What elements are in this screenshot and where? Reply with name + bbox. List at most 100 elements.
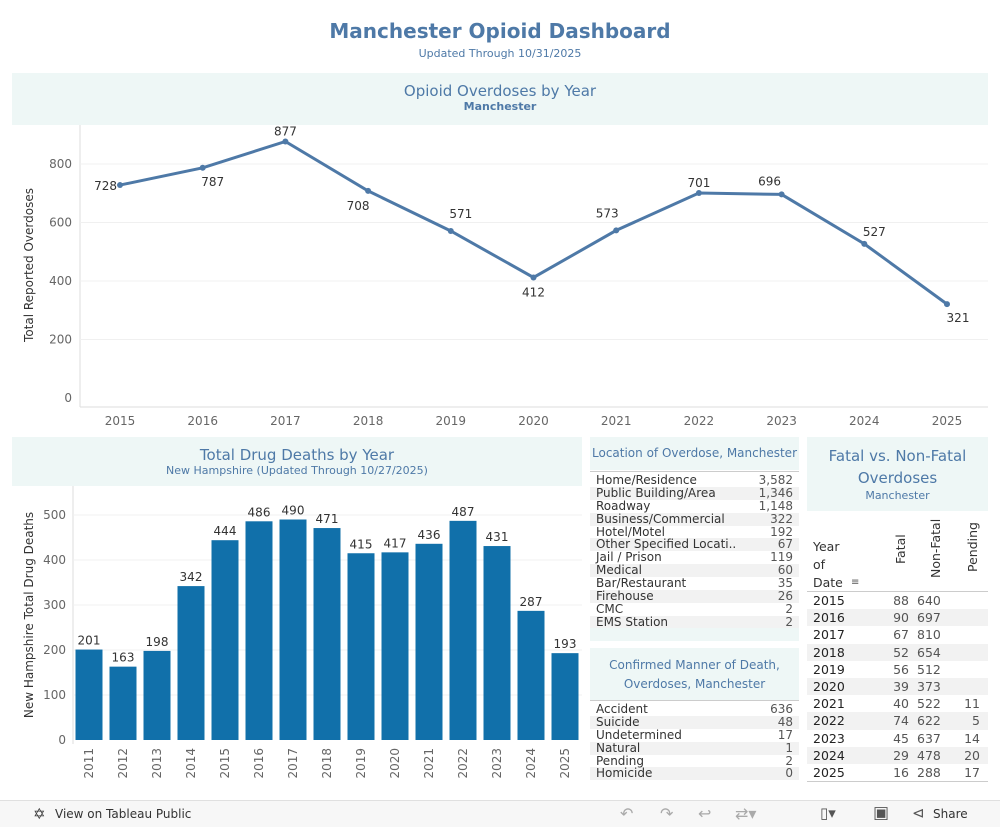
data-label: 877 bbox=[274, 125, 297, 138]
nonfatal-column-header: Non-Fatal bbox=[928, 518, 943, 578]
pending-cell: 5 bbox=[972, 713, 980, 729]
x-tick-label: 2023 bbox=[766, 414, 797, 428]
bar bbox=[347, 553, 375, 740]
bar-label: 342 bbox=[180, 570, 203, 584]
table-row: 2020 39 373 bbox=[807, 677, 988, 696]
x-tick-label: 2018 bbox=[353, 414, 384, 428]
x-tick-label: 2015 bbox=[218, 748, 232, 779]
bar bbox=[211, 540, 239, 740]
x-tick-label: 2024 bbox=[524, 748, 538, 779]
table-row: Hotel/Motel 192 bbox=[590, 524, 799, 539]
x-tick-label: 2019 bbox=[354, 748, 368, 779]
bar bbox=[381, 552, 409, 740]
row-label: Accident bbox=[596, 702, 648, 716]
fullscreen-icon[interactable]: ▣ bbox=[873, 803, 890, 823]
pending-cell bbox=[947, 626, 980, 643]
manner-header: Confirmed Manner of Death, Overdoses, Ma… bbox=[590, 648, 799, 700]
x-tick-label: 2016 bbox=[252, 748, 266, 779]
y-tick-label: 100 bbox=[43, 688, 66, 702]
data-point bbox=[613, 227, 620, 234]
x-tick-label: 2019 bbox=[436, 414, 467, 428]
y-tick-label: 0 bbox=[64, 391, 72, 405]
table-row: 2024 29 478 20 bbox=[807, 746, 988, 764]
row-label: Undetermined bbox=[596, 727, 682, 742]
x-tick-label: 2011 bbox=[82, 748, 96, 779]
data-label: 527 bbox=[863, 225, 886, 239]
manner-title: Confirmed Manner of Death, Overdoses, Ma… bbox=[609, 658, 780, 691]
x-tick-label: 2025 bbox=[558, 748, 572, 779]
table-row: 2019 56 512 bbox=[807, 661, 988, 678]
year-cell: 2018 bbox=[813, 644, 845, 660]
row-value: 0 bbox=[785, 766, 793, 781]
x-tick-label: 2015 bbox=[105, 414, 136, 428]
year-cell: 2025 bbox=[813, 764, 845, 780]
table-row: Suicide 48 bbox=[590, 715, 799, 729]
x-tick-label: 2013 bbox=[150, 748, 164, 779]
x-tick-label: 2022 bbox=[684, 414, 715, 428]
x-tick-label: 2014 bbox=[184, 748, 198, 779]
redo-icon[interactable]: ↷ bbox=[660, 804, 674, 823]
row-label: Roadway bbox=[596, 498, 651, 513]
comment-icon[interactable]: ▯▾ bbox=[820, 804, 836, 822]
nonfatal-cell: 810 bbox=[917, 627, 941, 643]
data-label: 728 bbox=[94, 179, 117, 193]
table-row: 2023 45 637 14 bbox=[807, 730, 988, 747]
row-label: Pending bbox=[596, 753, 644, 768]
bar-label: 415 bbox=[350, 537, 373, 551]
bar bbox=[75, 649, 103, 740]
table-row: EMS Station 2 bbox=[590, 615, 799, 629]
nonfatal-cell: 697 bbox=[917, 610, 941, 626]
pending-cell: 14 bbox=[964, 730, 980, 746]
bar bbox=[483, 546, 511, 740]
tableau-toolbar: ✡ View on Tableau Public ↶ ↷ ↩ ⇄▾ ▯▾ ▣ ⊲… bbox=[0, 800, 1000, 827]
dashboard-subtitle: Updated Through 10/31/2025 bbox=[418, 47, 582, 60]
bar bbox=[551, 653, 579, 740]
data-point bbox=[282, 138, 289, 145]
table-row: Jail / Prison 119 bbox=[590, 551, 799, 564]
refresh-icon[interactable]: ⇄▾ bbox=[735, 804, 757, 823]
fatal-cell: 67 bbox=[893, 627, 909, 643]
pending-cell bbox=[947, 678, 980, 695]
table-row: Other Specified Locati.. 67 bbox=[590, 538, 799, 552]
data-point bbox=[695, 189, 702, 196]
pending-cell: 20 bbox=[964, 747, 980, 763]
revert-icon[interactable]: ↩ bbox=[698, 804, 712, 823]
deaths-header: Total Drug Deaths by Year New Hampshire … bbox=[12, 437, 582, 486]
deaths-bar-chart: 0 100 200 300 400 500 New Hampshire Total Drug… bbox=[22, 486, 582, 779]
year-column-header[interactable]: Year of Date bbox=[813, 539, 843, 590]
row-label: Jail / Prison bbox=[596, 550, 662, 565]
y-tick-label: 400 bbox=[49, 274, 72, 288]
data-point bbox=[199, 164, 206, 171]
share-button[interactable]: Share bbox=[933, 807, 968, 821]
row-value: 26 bbox=[777, 589, 793, 604]
data-point bbox=[944, 301, 950, 308]
row-value: 192 bbox=[770, 524, 793, 539]
location-title: Location of Overdose, Manchester bbox=[592, 446, 797, 460]
dashboard-title: Manchester Opioid Dashboard bbox=[329, 19, 671, 43]
y-tick-label: 200 bbox=[49, 333, 72, 347]
x-tick-label: 2017 bbox=[286, 748, 300, 779]
undo-icon[interactable]: ↶ bbox=[620, 804, 634, 823]
row-label: Medical bbox=[596, 563, 642, 578]
deaths-title: Total Drug Deaths by Year bbox=[199, 446, 395, 464]
table-row: Natural 1 bbox=[590, 740, 799, 755]
data-label: 412 bbox=[522, 285, 545, 299]
row-value: 636 bbox=[770, 702, 793, 716]
view-on-tableau-link[interactable]: View on Tableau Public bbox=[55, 807, 192, 821]
fatal-subtitle: Manchester bbox=[865, 489, 930, 502]
bar bbox=[449, 520, 477, 740]
fatal-cell: 56 bbox=[893, 661, 909, 677]
row-value: 1 bbox=[785, 740, 793, 755]
share-icon[interactable]: ⊲ bbox=[912, 804, 925, 822]
row-label: CMC bbox=[596, 601, 624, 616]
table-row: 2021 40 522 11 bbox=[807, 695, 988, 712]
year-cell: 2016 bbox=[813, 610, 845, 626]
table-row: 2022 74 622 5 bbox=[807, 712, 988, 730]
table-row: 2018 52 654 bbox=[807, 643, 988, 661]
bar bbox=[245, 521, 273, 740]
x-tick-label: 2016 bbox=[187, 414, 218, 428]
overdoses-subtitle: Manchester bbox=[463, 100, 537, 113]
fatal-header: Fatal vs. Non-Fatal Overdoses Manchester bbox=[807, 437, 988, 511]
sort-icon[interactable]: ≡ bbox=[851, 577, 860, 588]
data-point bbox=[861, 240, 868, 247]
